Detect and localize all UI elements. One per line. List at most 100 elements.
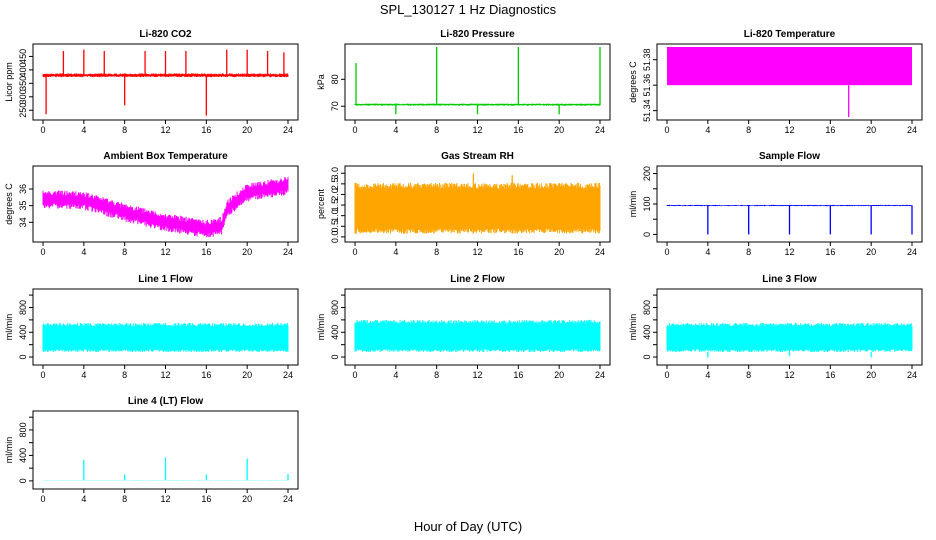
y-tick-label: 800 — [18, 422, 28, 437]
x-tick-label: 16 — [825, 247, 835, 257]
chart-title: Gas Stream RH — [441, 151, 514, 162]
chart-title: Sample Flow — [759, 151, 820, 162]
x-tick-label: 12 — [472, 247, 482, 257]
x-tick-label: 20 — [866, 370, 876, 380]
y-tick-label: 70 — [330, 101, 340, 111]
x-tick-label: 12 — [160, 370, 170, 380]
x-tick-label: 4 — [393, 370, 398, 380]
chart-title: Line 2 Flow — [450, 274, 505, 285]
y-tick-label: 36 — [18, 184, 28, 194]
x-tick-label: 20 — [242, 370, 252, 380]
x-tick-label: 4 — [81, 370, 86, 380]
x-tick-label: 12 — [160, 125, 170, 135]
x-tick-label: 12 — [160, 494, 170, 504]
data-series — [666, 204, 913, 235]
x-tick-label: 20 — [242, 494, 252, 504]
x-tick-label: 24 — [595, 370, 605, 380]
x-tick-label: 24 — [595, 125, 605, 135]
x-tick-label: 16 — [513, 247, 523, 257]
chart-title: Line 3 Flow — [762, 274, 817, 285]
x-tick-label: 4 — [393, 247, 398, 257]
x-tick-label: 8 — [746, 370, 751, 380]
data-series — [42, 457, 289, 481]
chart-panel-4: Ambient Box Temperature degrees C 0 4 8 12 16 2… — [4, 151, 299, 257]
x-tick-label: 20 — [866, 125, 876, 135]
y-tick-label: 400 — [18, 325, 28, 340]
y-tick-label: 400 — [642, 325, 652, 340]
y-tick-label: 800 — [330, 300, 340, 315]
data-line — [42, 323, 289, 353]
data-series — [666, 323, 913, 358]
y-tick-label: 0 — [642, 232, 652, 237]
x-tick-label: 8 — [746, 247, 751, 257]
y-tick-label: 100 — [642, 196, 652, 211]
y-tick-label: 400 — [18, 448, 28, 463]
x-tick-label: 4 — [393, 125, 398, 135]
y-tick-label: 0 — [330, 355, 340, 360]
x-tick-label: 24 — [283, 370, 293, 380]
y-tick-label: 2.0 — [330, 188, 340, 201]
y-axis-label: ml/min — [4, 437, 14, 464]
data-series — [667, 47, 912, 117]
data-series — [354, 319, 601, 353]
data-series — [42, 323, 289, 353]
x-tick-label: 20 — [866, 247, 876, 257]
x-tick-label: 16 — [513, 125, 523, 135]
x-tick-label: 16 — [513, 370, 523, 380]
x-tick-label: 0 — [40, 370, 45, 380]
x-tick-label: 20 — [554, 125, 564, 135]
x-tick-label: 24 — [283, 494, 293, 504]
chart-title: Li-820 Pressure — [440, 29, 515, 40]
x-tick-label: 0 — [40, 494, 45, 504]
y-tick-label: 51.38 — [642, 48, 652, 71]
x-tick-label: 0 — [664, 125, 669, 135]
y-tick-label: 0 — [18, 355, 28, 360]
x-tick-label: 24 — [907, 247, 917, 257]
x-tick-label: 8 — [746, 125, 751, 135]
chart-panel-5: Gas Stream RH percent 0 4 8 12 16 20 24 0.00.51.0… — [316, 151, 611, 257]
x-tick-label: 4 — [705, 125, 710, 135]
x-tick-label: 12 — [784, 370, 794, 380]
x-tick-label: 4 — [81, 125, 86, 135]
y-axis-label: ml/min — [628, 314, 638, 341]
x-tick-label: 8 — [434, 247, 439, 257]
data-series — [42, 177, 289, 238]
x-tick-label: 16 — [825, 370, 835, 380]
y-tick-label: 400 — [18, 62, 28, 77]
x-tick-label: 8 — [122, 125, 127, 135]
data-line — [354, 319, 601, 353]
chart-title: Li-820 CO2 — [139, 29, 192, 40]
x-tick-label: 0 — [352, 125, 357, 135]
y-tick-label: 0 — [642, 355, 652, 360]
x-tick-label: 20 — [242, 125, 252, 135]
data-line — [666, 323, 913, 353]
x-tick-label: 24 — [907, 370, 917, 380]
y-tick-label: 250 — [18, 103, 28, 118]
x-tick-label: 24 — [595, 247, 605, 257]
y-tick-label: 34 — [18, 217, 28, 227]
y-tick-label: 51.36 — [642, 74, 652, 97]
data-series — [42, 49, 289, 116]
chart-title: Line 1 Flow — [138, 274, 193, 285]
x-tick-label: 16 — [201, 125, 211, 135]
chart-panel-7: Line 1 Flow ml/min 0 4 8 12 16 20 24 0 400 800 — [4, 274, 299, 380]
x-tick-label: 12 — [784, 247, 794, 257]
x-tick-label: 8 — [122, 494, 127, 504]
x-tick-label: 0 — [40, 125, 45, 135]
y-tick-label: 0.0 — [330, 231, 340, 244]
x-tick-label: 0 — [352, 247, 357, 257]
chart-panel-3: Li-820 Temperature degrees C 0 4 8 12 16 20 24 51… — [628, 29, 923, 135]
y-tick-label: 35 — [18, 201, 28, 211]
chart-panel-6: Sample Flow ml/min 0 4 8 12 16 20 24 0 100 200 — [628, 151, 923, 257]
data-series — [354, 173, 601, 234]
x-tick-label: 20 — [554, 370, 564, 380]
x-tick-label: 16 — [825, 125, 835, 135]
x-tick-label: 12 — [784, 125, 794, 135]
x-tick-label: 0 — [352, 370, 357, 380]
y-tick-label: 51.34 — [642, 99, 652, 122]
data-series — [354, 47, 601, 115]
x-tick-label: 20 — [554, 247, 564, 257]
